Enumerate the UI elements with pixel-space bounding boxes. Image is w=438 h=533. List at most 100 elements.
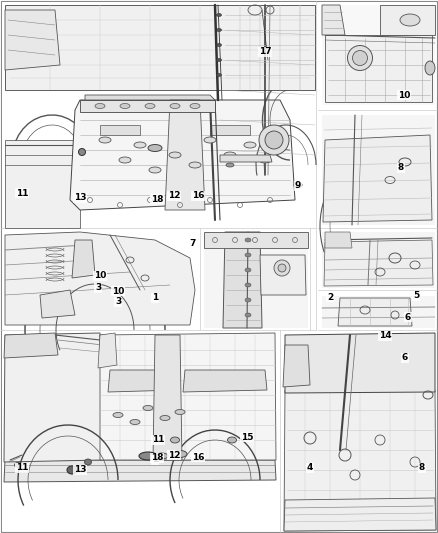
Polygon shape: [325, 232, 352, 248]
Text: 17: 17: [259, 47, 271, 56]
Text: 18: 18: [151, 454, 163, 463]
Ellipse shape: [134, 142, 146, 148]
Text: 8: 8: [419, 464, 425, 472]
Text: 15: 15: [241, 432, 253, 441]
Polygon shape: [210, 125, 250, 135]
Polygon shape: [322, 115, 435, 225]
Text: 16: 16: [192, 453, 204, 462]
Ellipse shape: [95, 103, 105, 109]
Ellipse shape: [245, 283, 251, 287]
Bar: [319, 294, 436, 329]
Polygon shape: [4, 333, 58, 358]
Polygon shape: [183, 370, 267, 392]
Text: 10: 10: [112, 287, 124, 295]
Text: 1: 1: [152, 456, 158, 464]
Text: 2: 2: [327, 293, 333, 302]
Ellipse shape: [265, 131, 283, 149]
Text: 10: 10: [94, 271, 106, 280]
Ellipse shape: [169, 152, 181, 158]
Ellipse shape: [245, 238, 251, 242]
Polygon shape: [100, 333, 276, 460]
Ellipse shape: [175, 409, 185, 415]
Polygon shape: [220, 155, 272, 162]
Text: 8: 8: [398, 164, 404, 173]
Polygon shape: [323, 135, 432, 222]
Ellipse shape: [190, 103, 200, 109]
Text: 11: 11: [152, 435, 164, 445]
Bar: [281, 331, 436, 531]
Polygon shape: [325, 35, 432, 102]
Ellipse shape: [113, 413, 123, 417]
Ellipse shape: [204, 137, 216, 143]
Text: 3: 3: [115, 297, 121, 306]
Text: 16: 16: [192, 191, 204, 200]
Text: 6: 6: [405, 312, 411, 321]
Polygon shape: [223, 232, 262, 328]
Ellipse shape: [189, 162, 201, 168]
Ellipse shape: [274, 260, 290, 276]
Text: 4: 4: [307, 464, 313, 472]
Ellipse shape: [119, 157, 131, 163]
Ellipse shape: [259, 157, 271, 163]
Polygon shape: [153, 335, 182, 460]
Ellipse shape: [139, 452, 157, 460]
Ellipse shape: [170, 437, 180, 443]
Bar: [2, 229, 199, 329]
Ellipse shape: [78, 149, 85, 156]
Ellipse shape: [226, 163, 234, 167]
Polygon shape: [98, 333, 117, 368]
Ellipse shape: [425, 61, 435, 75]
Ellipse shape: [120, 103, 130, 109]
Ellipse shape: [245, 298, 251, 302]
Ellipse shape: [216, 59, 222, 61]
Ellipse shape: [278, 264, 286, 272]
Text: 11: 11: [16, 189, 28, 198]
Text: 7: 7: [190, 238, 196, 247]
Ellipse shape: [85, 459, 92, 465]
Polygon shape: [100, 125, 140, 135]
Polygon shape: [204, 232, 308, 328]
Ellipse shape: [145, 103, 155, 109]
Ellipse shape: [67, 466, 77, 474]
Polygon shape: [380, 5, 435, 35]
Polygon shape: [108, 370, 178, 392]
Polygon shape: [322, 5, 345, 35]
Polygon shape: [80, 100, 215, 112]
Text: 14: 14: [379, 332, 391, 341]
Bar: [201, 229, 309, 329]
Ellipse shape: [14, 463, 21, 467]
Polygon shape: [322, 296, 435, 328]
Ellipse shape: [347, 45, 372, 70]
Polygon shape: [4, 333, 102, 462]
Bar: [319, 113, 436, 227]
Ellipse shape: [259, 125, 289, 155]
Ellipse shape: [156, 453, 168, 459]
Polygon shape: [283, 345, 310, 387]
Ellipse shape: [216, 13, 222, 17]
Text: 12: 12: [168, 450, 180, 459]
Ellipse shape: [148, 144, 162, 151]
Polygon shape: [40, 290, 75, 318]
Text: 6: 6: [402, 353, 408, 362]
Text: 9: 9: [295, 182, 301, 190]
Bar: [2, 331, 279, 531]
Ellipse shape: [170, 103, 180, 109]
Ellipse shape: [294, 182, 302, 188]
Polygon shape: [70, 100, 295, 210]
Polygon shape: [284, 390, 436, 531]
Ellipse shape: [216, 74, 222, 77]
Polygon shape: [5, 140, 80, 228]
Bar: [319, 229, 436, 289]
Polygon shape: [4, 460, 276, 482]
Ellipse shape: [400, 14, 420, 26]
Polygon shape: [85, 95, 215, 100]
Polygon shape: [283, 333, 436, 531]
Ellipse shape: [244, 142, 256, 148]
Ellipse shape: [245, 253, 251, 257]
Polygon shape: [260, 255, 306, 295]
Text: 12: 12: [168, 191, 180, 200]
Ellipse shape: [130, 419, 140, 424]
Ellipse shape: [143, 406, 153, 410]
Ellipse shape: [224, 152, 236, 158]
Polygon shape: [165, 100, 205, 210]
